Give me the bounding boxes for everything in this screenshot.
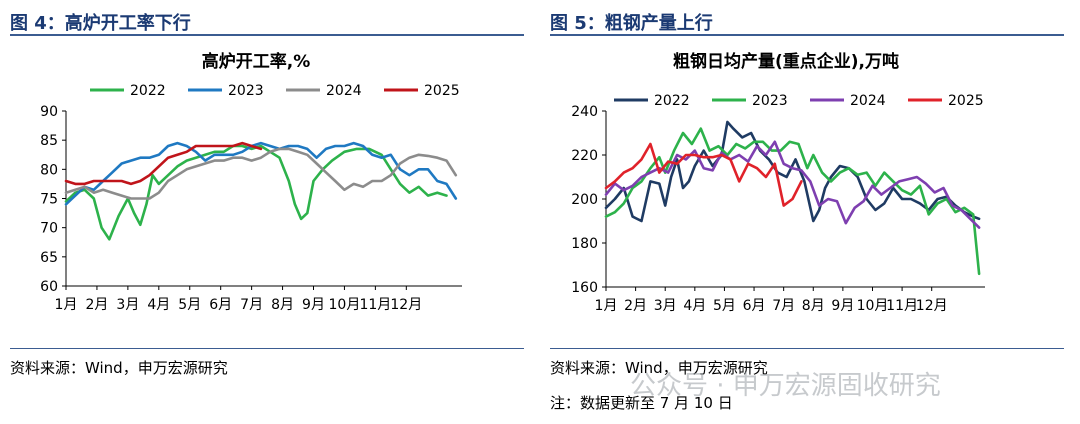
y-tick-label: 65 bbox=[40, 250, 58, 266]
y-tick-label: 160 bbox=[571, 280, 598, 296]
x-tick-label: 3月 bbox=[654, 298, 677, 314]
chart-title: 粗钢日均产量(重点企业),万吨 bbox=[673, 51, 899, 72]
y-tick-label: 85 bbox=[40, 133, 58, 149]
series-line-2024 bbox=[64, 147, 458, 200]
x-tick-label: 7月 bbox=[240, 297, 263, 313]
y-tick-label: 80 bbox=[40, 162, 58, 178]
x-tick-label: 11月 bbox=[359, 297, 391, 313]
series-line-2023 bbox=[604, 127, 981, 276]
legend-label-2024: 2024 bbox=[326, 83, 362, 99]
watermark: 公众号 · 申万宏源固收研究 bbox=[630, 371, 941, 401]
x-tick-label: 10月 bbox=[329, 297, 361, 313]
top-rule bbox=[550, 34, 1064, 36]
x-tick-label: 9月 bbox=[831, 298, 854, 314]
top-rule bbox=[10, 34, 524, 36]
crude-steel-chart: 粗钢日均产量(重点企业),万吨 2022 2023 2024 2025 160 180 200… bbox=[571, 51, 985, 314]
legend-label-2022: 2022 bbox=[130, 83, 166, 99]
legend-label-2024: 2024 bbox=[850, 93, 886, 109]
legend-label-2023: 2023 bbox=[752, 93, 788, 109]
x-tick-label: 4月 bbox=[147, 297, 170, 313]
y-tick-label: 220 bbox=[571, 148, 598, 164]
legend-label-2025: 2025 bbox=[424, 83, 460, 99]
legend-label-2025: 2025 bbox=[948, 93, 984, 109]
blast-furnace-chart: 高炉开工率,% 2022 2023 2024 2025 60 65 70 75 80 85 90 1月 2… bbox=[40, 51, 462, 313]
series-line-2024 bbox=[604, 140, 981, 229]
series-line-2025 bbox=[604, 142, 803, 207]
y-tick-label: 240 bbox=[571, 104, 598, 120]
legend-label-2023: 2023 bbox=[228, 83, 264, 99]
y-tick-label: 75 bbox=[40, 192, 58, 208]
x-tick-label: 6月 bbox=[209, 297, 232, 313]
data-note: 注：数据更新至 7 月 10 日 bbox=[550, 394, 733, 412]
x-tick-label: 5月 bbox=[178, 297, 201, 313]
legend-label-2022: 2022 bbox=[654, 93, 690, 109]
figure-title: 图 4：高炉开工率下行 bbox=[10, 13, 191, 34]
source-note: 资料来源：Wind，申万宏源研究 bbox=[10, 359, 228, 377]
x-tick-label: 7月 bbox=[772, 298, 795, 314]
chart-title: 高炉开工率,% bbox=[202, 51, 311, 72]
series-line-2022 bbox=[604, 120, 981, 223]
figure-title: 图 5：粗钢产量上行 bbox=[550, 13, 713, 34]
source-note: 资料来源：Wind，申万宏源研究 bbox=[550, 359, 768, 377]
bottom-rule bbox=[10, 348, 524, 349]
x-tick-label: 4月 bbox=[683, 298, 706, 314]
x-tick-label: 1月 bbox=[595, 298, 618, 314]
series-line-2025 bbox=[64, 141, 263, 186]
figure-5-panel: 图 5：粗钢产量上行 粗钢日均产量(重点企业),万吨 2022 2023 2024 20… bbox=[540, 0, 1080, 424]
x-tick-label: 6月 bbox=[743, 298, 766, 314]
y-tick-label: 70 bbox=[40, 221, 58, 237]
x-tick-label: 2月 bbox=[624, 298, 647, 314]
y-tick-label: 60 bbox=[40, 279, 58, 295]
x-tick-label: 9月 bbox=[302, 297, 325, 313]
y-tick-label: 180 bbox=[571, 236, 598, 252]
x-tick-label: 2月 bbox=[85, 297, 108, 313]
x-tick-label: 12月 bbox=[390, 297, 422, 313]
x-tick-label: 12月 bbox=[916, 298, 948, 314]
x-tick-label: 5月 bbox=[713, 298, 736, 314]
figure-4-panel: 图 4：高炉开工率下行 高炉开工率,% 2022 2023 2024 2025 60 65 7… bbox=[10, 13, 524, 377]
bottom-rule bbox=[550, 348, 1064, 349]
series-line-2023 bbox=[64, 141, 458, 206]
x-tick-label: 1月 bbox=[55, 297, 78, 313]
x-tick-label: 8月 bbox=[271, 297, 294, 313]
x-tick-label: 8月 bbox=[802, 298, 825, 314]
y-tick-label: 200 bbox=[571, 192, 598, 208]
x-tick-label: 3月 bbox=[116, 297, 139, 313]
x-tick-label: 11月 bbox=[886, 298, 918, 314]
x-tick-label: 10月 bbox=[857, 298, 889, 314]
y-tick-label: 90 bbox=[40, 104, 58, 120]
